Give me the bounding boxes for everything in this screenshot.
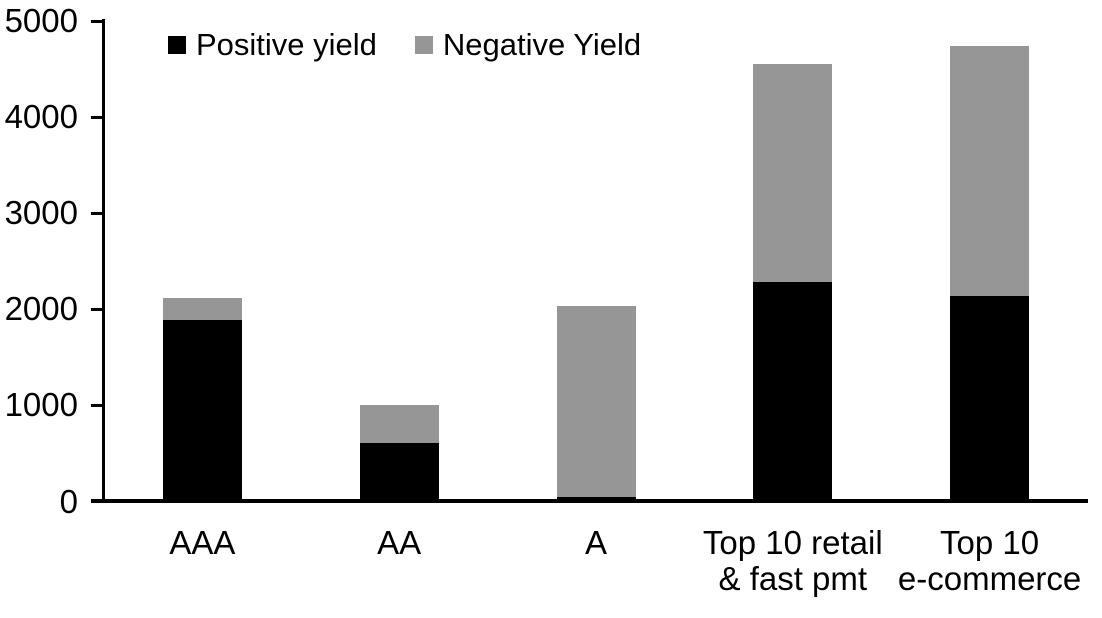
legend-swatch-negative-yield xyxy=(414,36,433,54)
bar-segment xyxy=(162,319,242,502)
x-axis-category-label: Top 10 e-commerce xyxy=(897,524,1082,597)
x-axis-category-label: A xyxy=(584,524,607,561)
y-tick-mark xyxy=(91,403,104,407)
y-tick-label: 2000 xyxy=(4,290,78,328)
bar-segment xyxy=(359,442,439,502)
y-tick-mark xyxy=(91,19,104,23)
bar-segment xyxy=(359,405,439,443)
y-tick-mark xyxy=(91,115,104,119)
bar-segment xyxy=(753,64,833,283)
y-tick-label: 4000 xyxy=(4,98,78,136)
y-tick-mark xyxy=(91,307,104,311)
y-tick-label: 0 xyxy=(59,482,78,520)
y-tick-label: 5000 xyxy=(4,2,78,39)
bar-segment xyxy=(950,295,1030,502)
x-axis-line xyxy=(91,499,1088,503)
legend-item-negative-yield: Negative Yield xyxy=(414,27,642,63)
y-axis-line xyxy=(102,19,105,503)
legend-label-negative-yield: Negative Yield xyxy=(442,27,642,62)
legend-label-positive-yield: Positive yield xyxy=(196,27,377,62)
legend: Positive yield Negative Yield xyxy=(168,27,641,63)
y-tick-mark xyxy=(91,500,104,503)
y-tick-label: 3000 xyxy=(4,194,78,232)
bar-segment xyxy=(950,45,1030,296)
y-tick-mark xyxy=(91,211,104,215)
y-tick-label: 1000 xyxy=(4,386,78,424)
x-axis-category-label: AA xyxy=(377,524,422,561)
x-axis-category-label: Top 10 retail & fast pmt xyxy=(702,524,883,597)
legend-item-positive-yield: Positive yield xyxy=(168,27,377,63)
x-axis-category-label: AAA xyxy=(169,524,236,561)
bar-segment xyxy=(556,306,636,497)
legend-swatch-positive-yield xyxy=(168,36,186,54)
bar-segment xyxy=(162,297,242,320)
bar-segment xyxy=(753,282,833,502)
